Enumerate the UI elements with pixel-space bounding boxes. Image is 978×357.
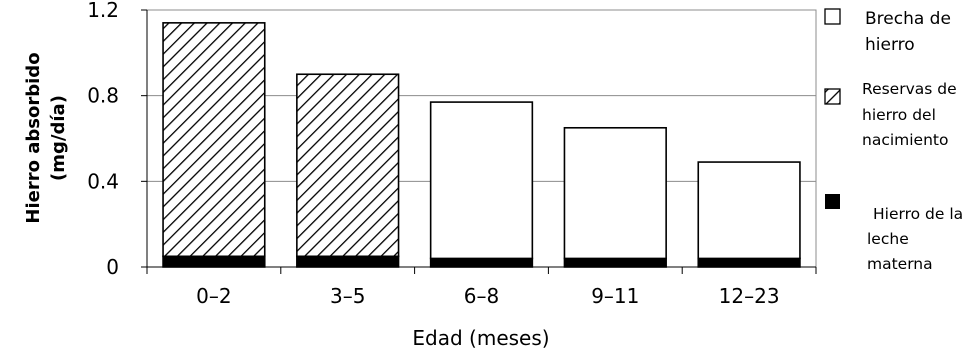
legend: Brecha de hierro Reservas de hierro del … — [824, 8, 963, 273]
plot-area: 0 0.4 0.8 1.2 0–2 3–5 6–8 9–11 12–23 — [87, 0, 817, 308]
bar-segment-leche-materna — [429, 257, 534, 268]
bar-segment-leche-materna — [697, 257, 801, 268]
x-tick-label: 12–23 — [719, 284, 780, 308]
legend-label: leche — [867, 230, 909, 248]
bar-segment-brecha — [429, 101, 534, 260]
x-tick-label: 0–2 — [196, 284, 231, 308]
legend-swatch-white — [824, 8, 841, 25]
y-axis-title-line-1: Hierro absorbido — [23, 52, 44, 223]
bar-segment-reservas-nacimiento — [162, 22, 266, 258]
y-tick-label: 1.2 — [87, 0, 119, 22]
x-ticks: 0–2 3–5 6–8 9–11 12–23 — [146, 267, 817, 308]
legend-item-brecha: Brecha de hierro — [824, 8, 951, 55]
bar-segment-reservas-nacimiento — [296, 73, 400, 258]
legend-label: Reservas de — [862, 80, 957, 98]
x-tick-label: 6–8 — [464, 284, 499, 308]
bar-segment-brecha — [697, 161, 801, 260]
legend-item-reservas: Reservas de hierro del nacimiento — [824, 80, 957, 149]
legend-swatch-hatched — [824, 88, 841, 105]
legend-label: Brecha de — [865, 9, 951, 29]
legend-swatch-black — [825, 194, 840, 209]
legend-label: materna — [867, 255, 933, 273]
legend-label: hierro — [865, 35, 915, 55]
bar-segment-brecha — [563, 126, 667, 260]
y-axis-title: Hierro absorbido (mg/día) — [23, 52, 69, 223]
bar-segment-leche-materna — [162, 255, 266, 268]
y-ticks: 0 0.4 0.8 1.2 — [87, 0, 147, 279]
bar-segment-leche-materna — [563, 257, 667, 268]
y-tick-label: 0.8 — [87, 84, 119, 108]
legend-label: nacimiento — [862, 131, 948, 149]
legend-label: Hierro de la — [873, 205, 963, 223]
y-tick-label: 0 — [106, 255, 119, 279]
y-axis-title-line-2: (mg/día) — [48, 95, 69, 181]
x-tick-label: 3–5 — [330, 284, 365, 308]
legend-item-leche: Hierro de la leche materna — [825, 194, 963, 273]
bars — [162, 22, 801, 268]
x-tick-label: 9–11 — [591, 284, 639, 308]
y-tick-label: 0.4 — [87, 169, 119, 193]
legend-label: hierro del — [862, 106, 936, 124]
x-axis-title: Edad (meses) — [412, 326, 549, 350]
bar-segment-leche-materna — [296, 255, 400, 268]
